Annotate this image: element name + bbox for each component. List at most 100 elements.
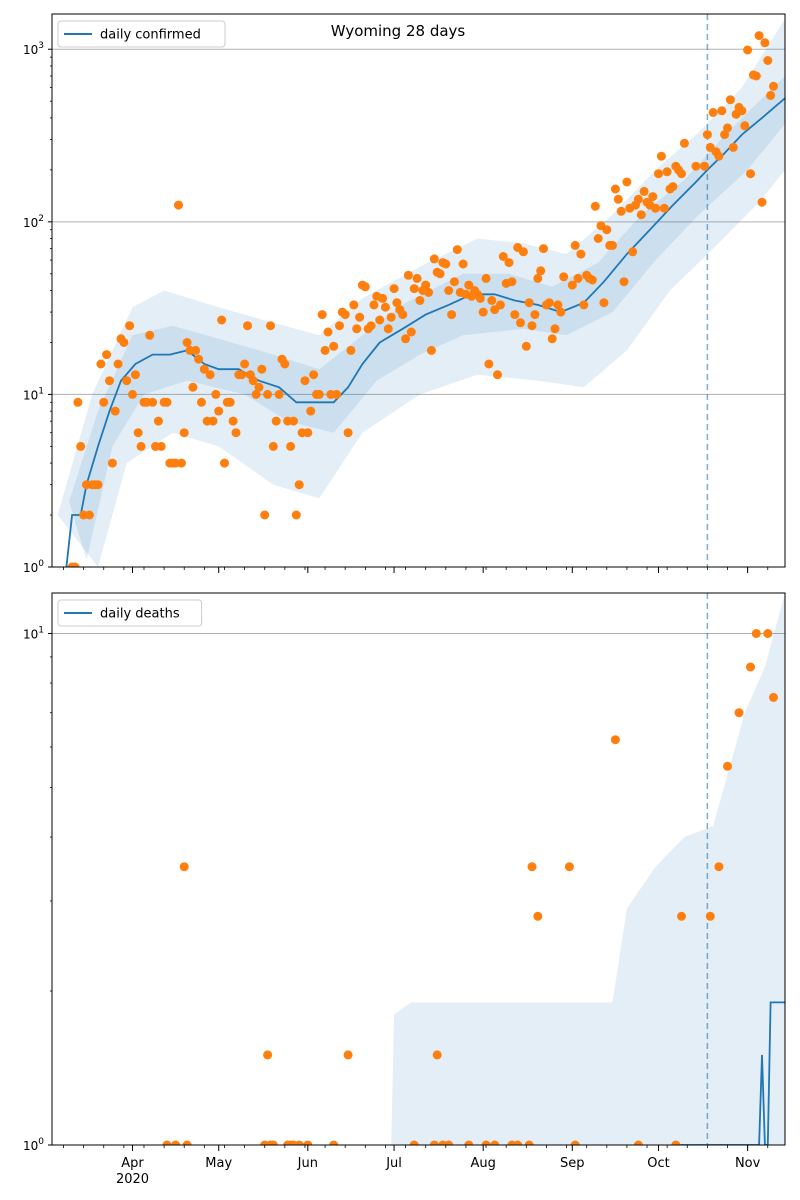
observed-point [136,441,146,451]
observed-point [533,273,543,283]
observed-point [73,397,83,407]
observed-point [633,194,643,204]
observed-point [415,296,425,305]
observed-point [737,106,747,116]
observed-point [659,203,669,213]
observed-point [633,1140,643,1145]
observed-point [243,321,252,331]
observed-point [99,397,109,407]
observed-point [375,315,385,325]
observed-point [303,1140,313,1145]
observed-point [725,95,735,105]
observed-point [383,324,393,334]
observed-point [602,225,612,235]
observed-point [610,735,620,745]
legend-label: daily confirmed [100,28,201,43]
observed-point [96,359,106,369]
observed-point [444,286,454,295]
uncertainty-band [69,76,785,560]
axes-frame [51,592,786,1146]
observed-point [248,376,258,386]
observed-point [162,397,172,407]
observed-point [590,201,600,211]
observed-point [524,298,534,308]
observed-point [432,1050,442,1060]
observed-point [746,169,755,179]
observed-point [547,334,557,344]
plot-area [52,593,785,1145]
observed-point [171,1140,181,1145]
observed-point [306,406,316,416]
observed-point [570,240,580,250]
observed-point [392,298,402,308]
observed-point [447,310,457,320]
observed-point [441,259,451,269]
observed-point [490,1140,500,1145]
observed-point [728,142,738,152]
observed-point [366,321,376,331]
observed-point [556,307,566,317]
observed-point [403,270,413,280]
observed-point [360,282,370,292]
observed-point [751,71,761,81]
observed-point [70,562,80,567]
observed-point [426,345,436,355]
observed-point [303,428,313,438]
observed-point [493,370,502,380]
observed-point [251,389,261,399]
observed-point [386,312,396,322]
observed-point [199,364,209,374]
observed-point [740,121,750,131]
observed-point [369,300,379,310]
observed-point [495,300,505,310]
observed-point [481,1140,491,1145]
observed-point [513,1140,523,1145]
observed-point [504,258,514,268]
observed-point [700,161,709,171]
observed-point [263,389,273,399]
observed-point [76,441,86,451]
observed-point [705,911,715,921]
observed-point [162,1140,172,1145]
observed-point [286,441,296,451]
observed-point [133,428,143,438]
observed-point [424,287,434,297]
observed-point [484,359,494,369]
observed-point [349,300,359,310]
x-tick-sublabel: 2020 [116,1172,149,1187]
observed-point [622,177,632,187]
observed-point [409,284,419,294]
observed-point [510,310,520,320]
observed-point [211,389,221,399]
observed-point [668,182,678,192]
observed-point [616,206,626,216]
observed-point [191,345,201,355]
observed-point [639,186,649,196]
observed-point [530,310,540,320]
x-tick-label: Jul [385,1156,402,1171]
observed-point [294,1140,304,1145]
observed-point [539,244,548,254]
observed-point [613,194,623,204]
observed-point [444,1140,454,1145]
observed-point [544,298,554,308]
observed-point [145,330,155,340]
observed-point [231,428,241,438]
observed-point [125,321,135,331]
observed-point [478,307,488,317]
observed-point [174,200,183,210]
observed-point [587,275,597,285]
observed-point [573,273,583,283]
observed-point [714,151,724,161]
observed-point [671,1140,681,1145]
observed-point [332,389,342,399]
legend-box [57,20,226,48]
observed-point [564,862,574,872]
observed-point [401,334,411,344]
observed-point [610,184,620,194]
observed-point [228,416,238,426]
observed-point [398,310,408,320]
observed-point [122,376,132,386]
